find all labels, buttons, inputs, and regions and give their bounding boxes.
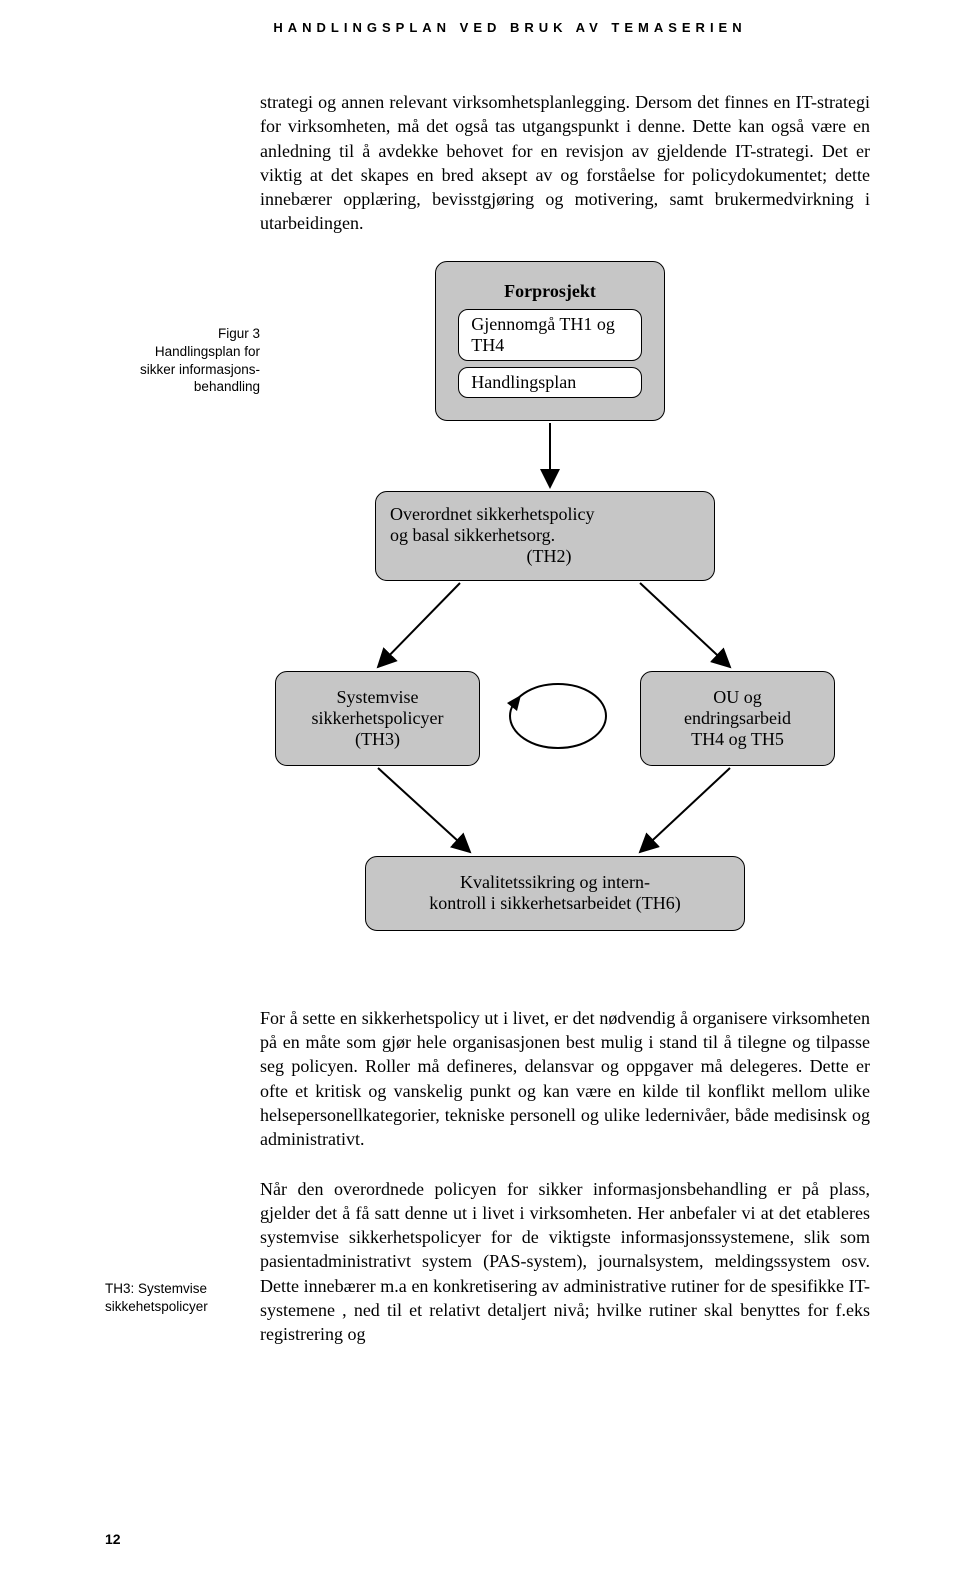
node-overordnet-l2: og basal sikkerhetsorg.: [390, 525, 555, 546]
node-overordnet-l3: (TH2): [527, 546, 572, 567]
page-number: 12: [105, 1531, 121, 1547]
node-overordnet-l1: Overordnet sikkerhetspolicy: [390, 504, 594, 525]
node-systemvise: Systemvise sikkerhetspolicyer (TH3): [275, 671, 480, 766]
figcap-l2: Handlingsplan for: [155, 344, 260, 359]
figcap-l1: Figur 3: [218, 326, 260, 341]
node-kvalitet: Kvalitetssikring og intern- kontroll i s…: [365, 856, 745, 931]
figure-caption: Figur 3 Handlingsplan for sikker informa…: [105, 325, 260, 396]
node-ou-l3: TH4 og TH5: [691, 729, 784, 750]
page-header: HANDLINGSPLAN VED BRUK AV TEMASERIEN: [150, 20, 870, 35]
flowchart-diagram: Forprosjekt Gjennomgå TH1 og TH4 Handlin…: [260, 261, 870, 971]
subnode-gjennomga: Gjennomgå TH1 og TH4: [458, 309, 642, 361]
paragraph-2: For å sette en sikkerhetspolicy ut i liv…: [260, 1006, 870, 1152]
node-ou: OU og endringsarbeid TH4 og TH5: [640, 671, 835, 766]
node-systemvise-l1: Systemvise: [336, 687, 418, 708]
node-systemvise-l2: sikkerhetspolicyer: [312, 708, 444, 729]
node-overordnet: Overordnet sikkerhetspolicy og basal sik…: [375, 491, 715, 581]
node-kvalitet-l1: Kvalitetssikring og intern-: [460, 872, 650, 893]
node-forprosjekt-title: Forprosjekt: [504, 281, 596, 302]
subnode-handlingsplan: Handlingsplan: [458, 367, 642, 398]
node-kvalitet-l2: kontroll i sikkerhetsarbeidet (TH6): [429, 893, 680, 914]
paragraph-3: Når den overordnede policyen for sikker …: [260, 1177, 870, 1347]
figcap-l3: sikker informasjons-: [140, 362, 260, 377]
node-forprosjekt: Forprosjekt Gjennomgå TH1 og TH4 Handlin…: [435, 261, 665, 421]
sidenote-th3: TH3: Systemvise sikkehetspolicyer: [105, 1280, 260, 1315]
node-systemvise-l3: (TH3): [355, 729, 400, 750]
paragraph-1: strategi og annen relevant virksomhetspl…: [260, 90, 870, 236]
figcap-l4: behandling: [194, 379, 260, 394]
node-ou-l2: endringsarbeid: [684, 708, 791, 729]
node-ou-l1: OU og: [713, 687, 762, 708]
